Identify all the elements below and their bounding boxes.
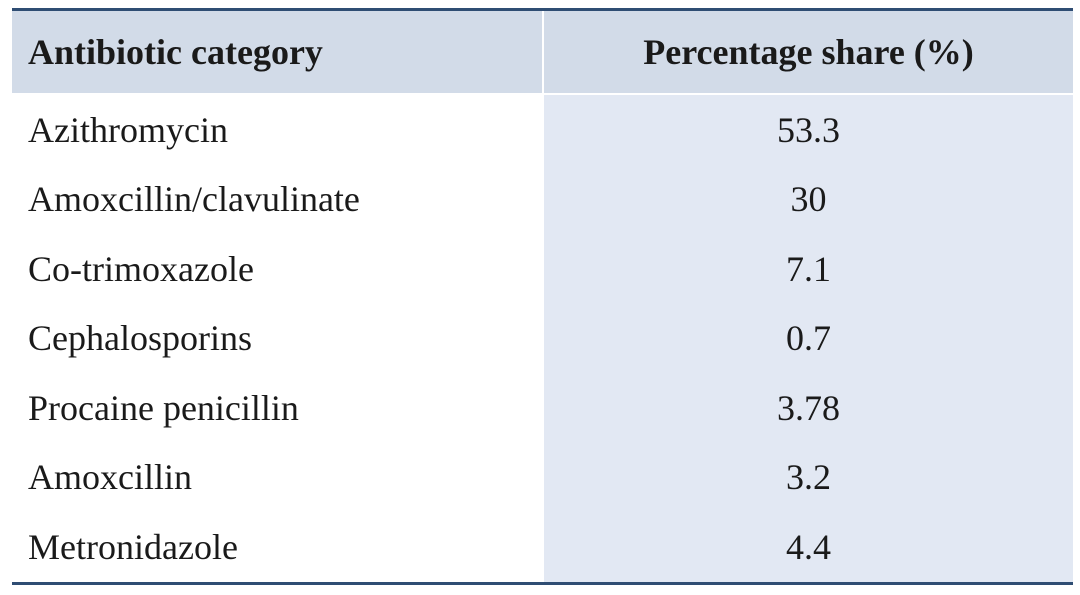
row-category-cell: Co-trimoxazole bbox=[12, 234, 542, 304]
table-row: Amoxcillin/clavulinate 30 bbox=[12, 164, 1073, 234]
row-share-cell: 0.7 bbox=[542, 303, 1073, 373]
table-header-row: Antibiotic category Percentage share (%) bbox=[12, 11, 1073, 95]
table-row: Co-trimoxazole 7.1 bbox=[12, 234, 1073, 304]
row-share-cell: 3.78 bbox=[542, 373, 1073, 443]
table-bottom-rule bbox=[12, 581, 1073, 585]
table-row: Cephalosporins 0.7 bbox=[12, 303, 1073, 373]
row-category-cell: Amoxcillin bbox=[12, 442, 542, 512]
table-row: Azithromycin 53.3 bbox=[12, 95, 1073, 165]
table-row: Metronidazole 4.4 bbox=[12, 512, 1073, 582]
row-share-cell: 3.2 bbox=[542, 442, 1073, 512]
header-antibiotic-category: Antibiotic category bbox=[28, 32, 323, 72]
row-category-cell: Procaine penicillin bbox=[12, 373, 542, 443]
table-top-rule bbox=[12, 8, 1073, 11]
header-percentage-share: Percentage share (%) bbox=[542, 11, 1073, 93]
row-share-cell: 53.3 bbox=[542, 95, 1073, 165]
row-category-cell: Azithromycin bbox=[12, 95, 542, 165]
antibiotic-share-table: Antibiotic category Percentage share (%)… bbox=[12, 8, 1073, 585]
row-share-cell: 4.4 bbox=[542, 512, 1073, 582]
row-share-cell: 30 bbox=[542, 164, 1073, 234]
table-row: Procaine penicillin 3.78 bbox=[12, 373, 1073, 443]
table-row: Amoxcillin 3.2 bbox=[12, 442, 1073, 512]
row-category-cell: Amoxcillin/clavulinate bbox=[12, 164, 542, 234]
row-share-cell: 7.1 bbox=[542, 234, 1073, 304]
row-category-cell: Cephalosporins bbox=[12, 303, 542, 373]
table-body: Azithromycin 53.3 Amoxcillin/clavulinate… bbox=[12, 95, 1073, 582]
row-category-cell: Metronidazole bbox=[12, 512, 542, 582]
